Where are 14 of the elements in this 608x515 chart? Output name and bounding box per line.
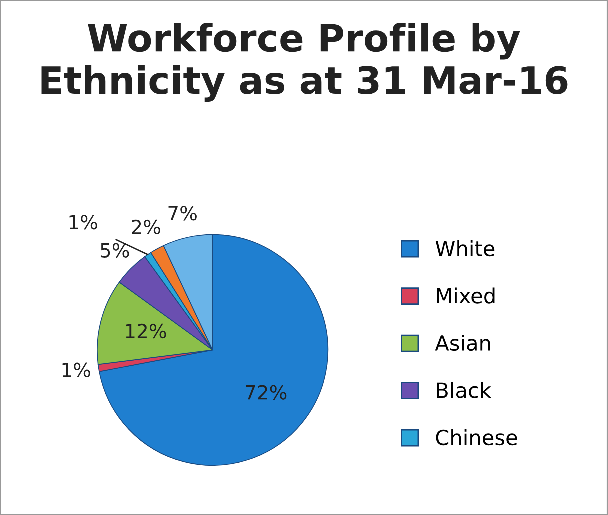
data-label: 12%	[126, 324, 166, 339]
legend-label: White	[436, 240, 495, 257]
legend-label: Black	[437, 382, 492, 398]
data-label: 72%	[246, 385, 287, 400]
data-label: 2%	[132, 220, 160, 235]
pie-slice	[99, 234, 329, 466]
data-label: 1%	[70, 215, 98, 230]
legend-label: Asian	[435, 334, 490, 352]
chart-title: Workforce Profile by Ethnicity as at 31 Mar-16	[42, 23, 568, 102]
data-label: 1%	[62, 362, 90, 378]
data-label: 7%	[168, 206, 197, 221]
data-label: 5%	[100, 243, 130, 258]
legend-label: Mixed	[437, 288, 495, 304]
legend-label: Chinese	[436, 429, 518, 446]
